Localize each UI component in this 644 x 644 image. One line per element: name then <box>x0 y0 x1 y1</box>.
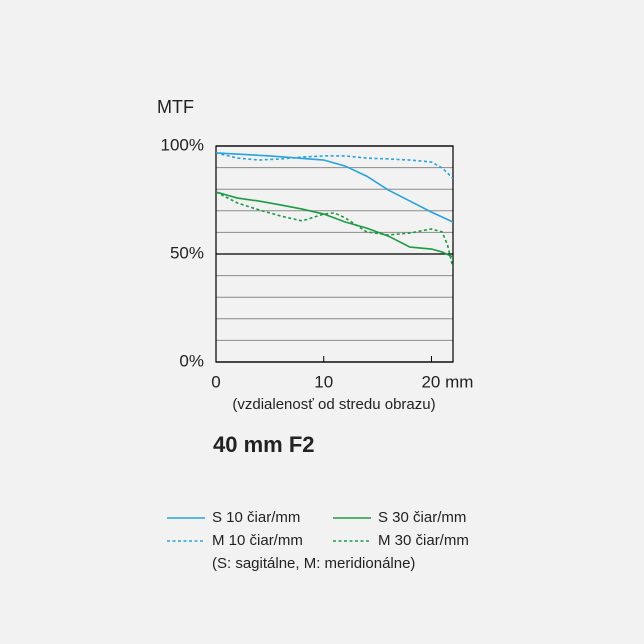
legend-label: S 10 čiar/mm <box>212 509 300 526</box>
series-line <box>216 191 453 258</box>
legend-label: M 30 čiar/mm <box>378 532 469 549</box>
note: (S: sagitálne, M: meridionálne) <box>212 555 415 572</box>
legend-label: S 30 čiar/mm <box>378 509 466 526</box>
chart-title: 40 mm F2 <box>213 432 315 457</box>
x-tick-label: 20 mm <box>421 372 473 391</box>
legend-label: M 10 čiar/mm <box>212 532 303 549</box>
series-line <box>216 152 453 223</box>
x-tick-label: 0 <box>211 372 220 391</box>
plot-frame <box>215 145 454 363</box>
x-tick-label: 10 <box>314 372 333 391</box>
y-tick-label: 100% <box>161 135 204 154</box>
x-axis-label: (vzdialenosť od stredu obrazu) <box>232 396 435 413</box>
series-line <box>216 152 453 179</box>
y-axis-label: MTF <box>157 97 194 117</box>
y-tick-label: 50% <box>170 243 204 262</box>
y-tick-label: 0% <box>179 351 204 370</box>
